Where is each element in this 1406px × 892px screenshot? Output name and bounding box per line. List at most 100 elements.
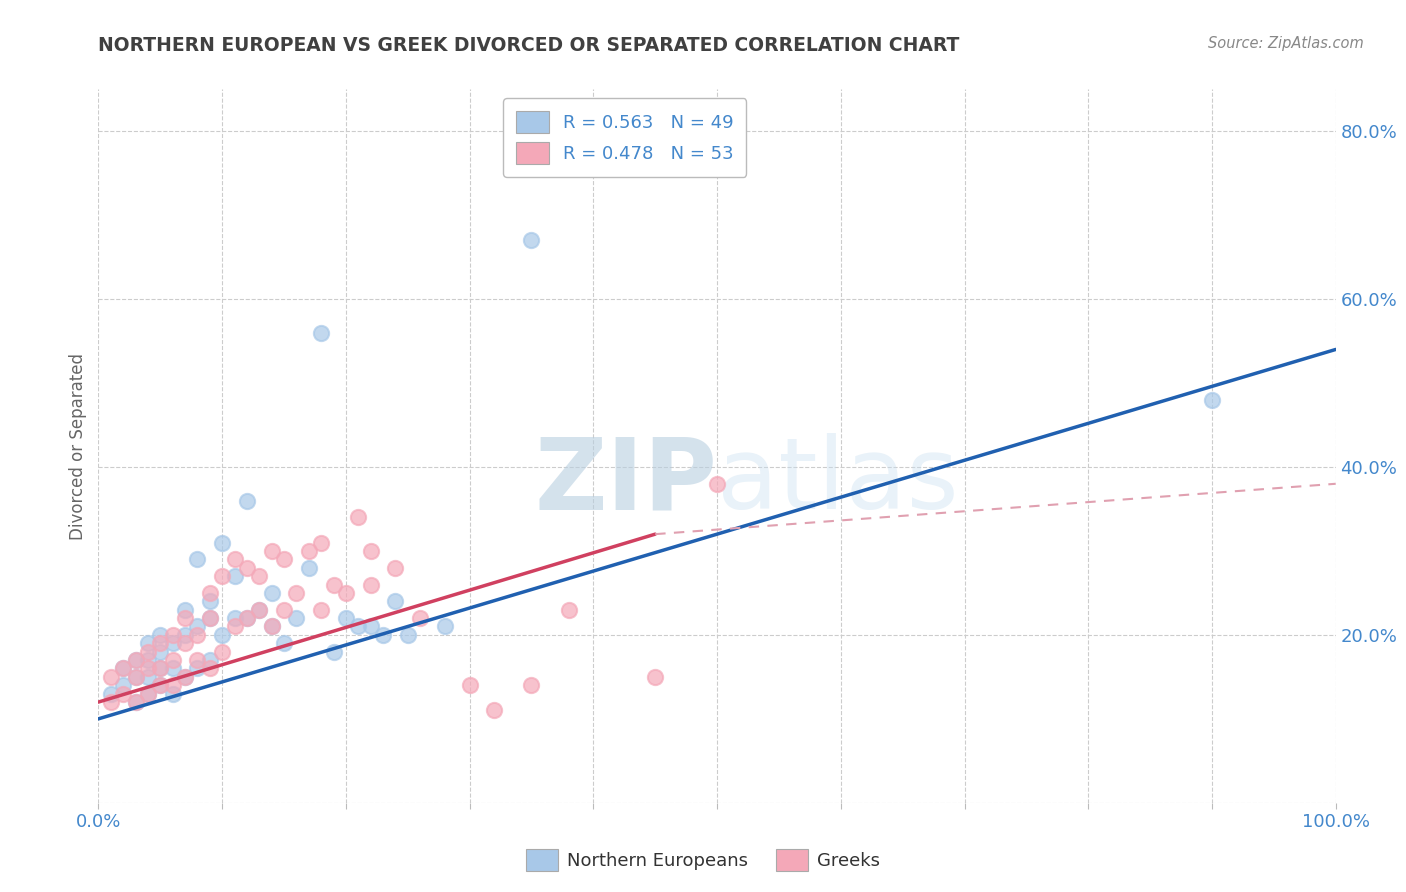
Point [149,628,172,642]
Point [136,653,159,667]
Point [211,569,233,583]
Point [112,678,135,692]
Point [136,661,159,675]
Point [174,628,197,642]
Point [396,628,419,642]
Point [260,544,283,558]
Point [322,577,344,591]
Point [186,661,208,675]
Point [186,619,208,633]
Point [309,326,332,340]
Point [409,611,432,625]
Point [285,586,308,600]
Point [273,603,295,617]
Point [433,619,456,633]
Point [112,687,135,701]
Point [298,560,321,574]
Point [384,594,406,608]
Point [149,661,172,675]
Text: ZIP: ZIP [534,434,717,530]
Point [458,678,481,692]
Point [224,611,246,625]
Point [174,611,197,625]
Point [211,535,233,549]
Point [149,661,172,675]
Point [100,670,122,684]
Point [149,678,172,692]
Point [162,653,184,667]
Point [247,569,270,583]
Point [247,603,270,617]
Point [360,619,382,633]
Point [273,636,295,650]
Point [162,678,184,692]
Point [371,628,394,642]
Point [198,586,221,600]
Point [360,577,382,591]
Point [224,619,246,633]
Point [100,687,122,701]
Point [186,653,208,667]
Point [100,695,122,709]
Point [162,636,184,650]
Point [224,552,246,566]
Point [260,586,283,600]
Point [273,552,295,566]
Point [136,670,159,684]
Point [124,695,146,709]
Point [484,703,506,717]
Legend: R = 0.563   N = 49, R = 0.478   N = 53: R = 0.563 N = 49, R = 0.478 N = 53 [503,98,747,177]
Text: atlas: atlas [717,434,959,530]
Point [557,603,579,617]
Point [149,678,172,692]
Point [124,670,146,684]
Point [162,661,184,675]
Y-axis label: Divorced or Separated: Divorced or Separated [69,352,87,540]
Point [309,603,332,617]
Point [174,670,197,684]
Point [124,670,146,684]
Point [198,611,221,625]
Point [136,636,159,650]
Point [186,552,208,566]
Point [285,611,308,625]
Point [309,535,332,549]
Point [136,645,159,659]
Point [198,653,221,667]
Point [360,544,382,558]
Point [198,594,221,608]
Point [1201,392,1223,407]
Point [322,645,344,659]
Legend: Northern Europeans, Greeks: Northern Europeans, Greeks [519,842,887,879]
Point [198,611,221,625]
Point [706,476,728,491]
Point [260,619,283,633]
Point [186,628,208,642]
Point [236,493,259,508]
Point [347,619,370,633]
Point [198,661,221,675]
Point [260,619,283,633]
Point [247,603,270,617]
Point [644,670,666,684]
Point [384,560,406,574]
Point [112,661,135,675]
Point [298,544,321,558]
Point [335,586,357,600]
Point [236,560,259,574]
Point [149,645,172,659]
Point [224,569,246,583]
Text: Source: ZipAtlas.com: Source: ZipAtlas.com [1208,36,1364,51]
Point [211,645,233,659]
Point [520,678,543,692]
Point [124,653,146,667]
Text: NORTHERN EUROPEAN VS GREEK DIVORCED OR SEPARATED CORRELATION CHART: NORTHERN EUROPEAN VS GREEK DIVORCED OR S… [98,36,960,54]
Point [174,603,197,617]
Point [174,636,197,650]
Point [236,611,259,625]
Point [236,611,259,625]
Point [347,510,370,524]
Point [149,636,172,650]
Point [124,653,146,667]
Point [211,628,233,642]
